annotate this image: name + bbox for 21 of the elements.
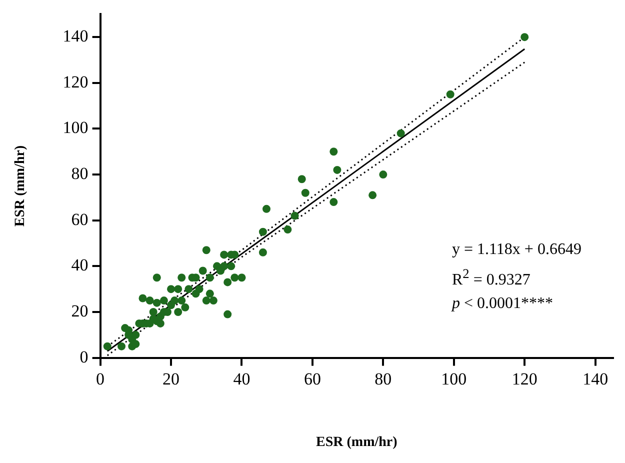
x-tick-label: 0 <box>96 369 105 388</box>
y-tick-label: 80 <box>71 164 88 184</box>
y-tick-label: 40 <box>71 256 88 275</box>
y-tick-label: 120 <box>62 72 88 92</box>
y-tick-label: 20 <box>71 301 88 320</box>
x-tick-label: 80 <box>374 369 392 388</box>
y-axis-title: ESR (mm/hr) <box>13 145 28 227</box>
x-tick-label: 120 <box>512 369 538 388</box>
x-axis-title: ESR (mm/hr) <box>316 435 398 450</box>
x-tick-label: 40 <box>233 369 250 388</box>
y-tick-label: 100 <box>62 118 88 138</box>
annotation: R$^{2}$ = 0.9327 <box>452 265 532 290</box>
x-tick-label: 100 <box>441 369 467 388</box>
y-tick-label: 60 <box>71 210 88 229</box>
x-tick-label: 20 <box>162 369 180 388</box>
x-tick-label: 60 <box>304 369 321 388</box>
annotation: p < 0.0001**** <box>452 294 554 314</box>
annotation: y = 1.118x + 0.6649 <box>452 240 582 260</box>
x-tick-label: 140 <box>582 369 608 388</box>
y-tick-label: 140 <box>62 26 88 46</box>
y-tick-label: 0 <box>80 347 88 366</box>
